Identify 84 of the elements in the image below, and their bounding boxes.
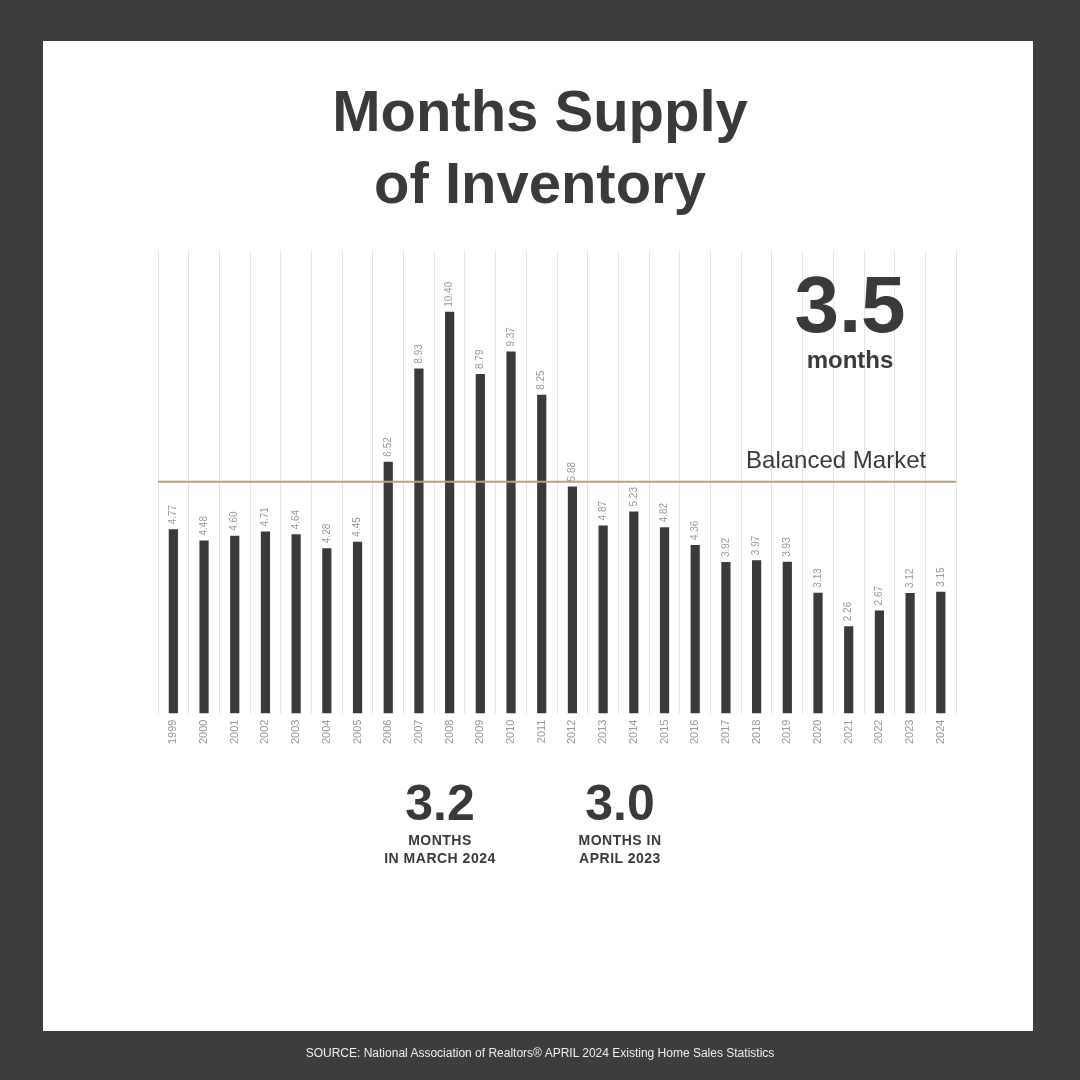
data-label: 4.28	[320, 523, 332, 544]
bar	[168, 529, 178, 714]
x-tick-label: 1999	[166, 719, 179, 745]
bar	[598, 525, 608, 714]
bar	[874, 610, 885, 714]
x-tick-label: 2001	[227, 719, 240, 745]
x-tick-label: 2021	[841, 719, 854, 745]
data-label: 2.26	[842, 601, 854, 622]
x-tick-label: 2019	[780, 719, 793, 745]
bar	[291, 534, 301, 714]
data-label: 4.48	[197, 515, 209, 536]
x-tick-label: 2017	[718, 719, 731, 745]
bar	[659, 527, 670, 714]
x-tick-label: 2014	[626, 719, 639, 745]
bar	[322, 548, 332, 714]
x-tick-label: 2016	[688, 719, 701, 745]
text: 3.0 MONTHS IN APRIL 2023	[577, 775, 663, 867]
x-tick-label: 2002	[258, 719, 271, 745]
bar	[506, 351, 516, 714]
data-label: 5.88	[566, 461, 578, 482]
x-tick-label: 2004	[319, 719, 332, 745]
x-tick-label: 2011	[534, 719, 547, 744]
bar	[721, 562, 731, 714]
bar	[260, 531, 271, 714]
x-tick-label: 2003	[289, 719, 302, 745]
data-label: 3.93	[781, 536, 793, 557]
data-label: 9.37	[504, 326, 516, 347]
data-label: 4.45	[351, 516, 363, 537]
data-label: 10.40	[443, 281, 455, 307]
bar	[475, 373, 485, 714]
x-tick-label: 2007	[411, 719, 424, 745]
data-label: 3.92	[719, 537, 731, 558]
bar	[567, 486, 578, 714]
bar	[199, 540, 209, 714]
bar	[414, 368, 424, 714]
annotation: 3.5 months	[793, 260, 907, 375]
x-tick-label: 2005	[350, 719, 363, 745]
data-label: 4.64	[289, 509, 301, 530]
bar	[813, 592, 823, 714]
bar	[352, 541, 363, 714]
x-tick-label: 2024	[933, 719, 946, 745]
bar	[537, 394, 547, 714]
bar	[905, 593, 915, 714]
bar	[230, 535, 240, 714]
bar	[936, 591, 946, 714]
bar	[752, 560, 762, 714]
x-tick-label: 2010	[504, 719, 517, 745]
bar	[844, 626, 854, 714]
bar	[690, 545, 700, 714]
x-tick-label: 2009	[473, 719, 486, 745]
data-label: 5.23	[627, 486, 639, 507]
data-label: 8.25	[535, 369, 547, 390]
x-tick-label: 2023	[903, 719, 916, 745]
x-tick-label: 2012	[565, 719, 578, 745]
data-label: 3.97	[750, 535, 762, 556]
data-label: 8.79	[474, 349, 486, 369]
chart-title: Months Supply of Inventory	[331, 77, 749, 217]
x-tick-label: 2000	[197, 719, 210, 745]
bar	[383, 461, 393, 714]
x-tick-label: 2022	[872, 719, 885, 745]
data-label: 4.60	[228, 510, 240, 531]
source-note: SOURCE: National Association of Realtors® APRIL 2024 Existing Home Sales Statistics	[304, 1046, 776, 1060]
data-label: 4.36	[688, 520, 700, 541]
data-label: 4.71	[259, 506, 271, 527]
data-label: 6.52	[381, 436, 393, 457]
data-label: 4.82	[658, 502, 670, 523]
x-tick-label: 2008	[442, 719, 455, 745]
data-label: 3.13	[811, 567, 823, 588]
data-label: 4.87	[596, 500, 608, 521]
bar	[445, 311, 455, 714]
x-tick-label: 2018	[749, 719, 762, 745]
text: 3.2 MONTHS IN MARCH 2024	[383, 775, 497, 867]
x-tick-label: 2006	[381, 719, 394, 745]
data-label: 2.67	[873, 585, 885, 606]
bar	[629, 511, 639, 714]
bar	[782, 561, 792, 714]
data-label: 3.15	[934, 566, 946, 587]
data-label: 3.12	[903, 568, 915, 589]
x-tick-label: 2020	[811, 719, 824, 745]
x-tick-label: 2015	[657, 719, 670, 745]
x-tick-label: 2013	[596, 719, 609, 745]
ref-line-label: Balanced Market	[746, 446, 927, 474]
data-label: 4.77	[167, 504, 179, 525]
data-label: 8.93	[412, 343, 424, 364]
